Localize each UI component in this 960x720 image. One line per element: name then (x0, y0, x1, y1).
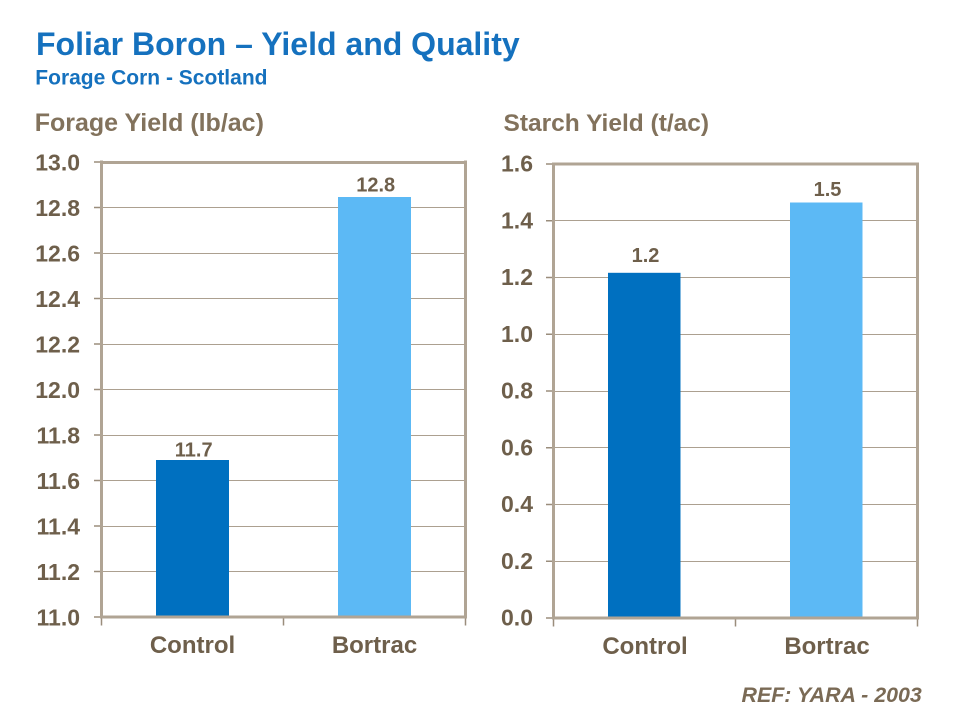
svg-text:12.4: 12.4 (35, 286, 80, 312)
svg-text:Forage Corn - Scotland: Forage Corn - Scotland (35, 67, 267, 90)
svg-text:Control: Control (602, 633, 687, 660)
svg-text:0.4: 0.4 (501, 491, 533, 517)
svg-text:1.2: 1.2 (501, 264, 533, 290)
svg-text:11.4: 11.4 (37, 514, 81, 540)
svg-text:REF: YARA - 2003: REF: YARA - 2003 (742, 683, 922, 707)
svg-text:1.5: 1.5 (814, 179, 842, 201)
svg-text:11.2: 11.2 (37, 559, 81, 585)
svg-text:12.8: 12.8 (35, 195, 80, 221)
svg-text:11.7: 11.7 (175, 440, 213, 462)
svg-text:12.8: 12.8 (356, 175, 395, 197)
svg-text:12.0: 12.0 (35, 377, 80, 403)
svg-text:0.2: 0.2 (501, 548, 533, 574)
svg-text:Control: Control (150, 632, 235, 659)
svg-text:11.6: 11.6 (37, 468, 81, 494)
svg-text:12.6: 12.6 (35, 241, 80, 267)
svg-text:1.2: 1.2 (632, 245, 660, 267)
svg-text:0.8: 0.8 (501, 378, 533, 404)
svg-text:1.4: 1.4 (501, 207, 533, 233)
svg-text:Starch Yield (t/ac): Starch Yield (t/ac) (504, 110, 710, 137)
svg-text:0.6: 0.6 (501, 434, 533, 460)
svg-text:0.0: 0.0 (501, 605, 533, 631)
svg-text:Bortrac: Bortrac (332, 632, 417, 659)
svg-text:Bortrac: Bortrac (784, 633, 869, 660)
svg-text:13.0: 13.0 (35, 150, 80, 176)
svg-text:12.2: 12.2 (35, 332, 80, 358)
svg-text:Forage Yield (lb/ac): Forage Yield (lb/ac) (35, 109, 264, 137)
svg-text:11.8: 11.8 (37, 423, 81, 449)
svg-text:1.0: 1.0 (501, 321, 533, 347)
svg-text:Foliar Boron – Yield and Quali: Foliar Boron – Yield and Quality (36, 26, 520, 62)
svg-text:1.6: 1.6 (501, 151, 533, 177)
svg-text:11.0: 11.0 (37, 605, 81, 631)
